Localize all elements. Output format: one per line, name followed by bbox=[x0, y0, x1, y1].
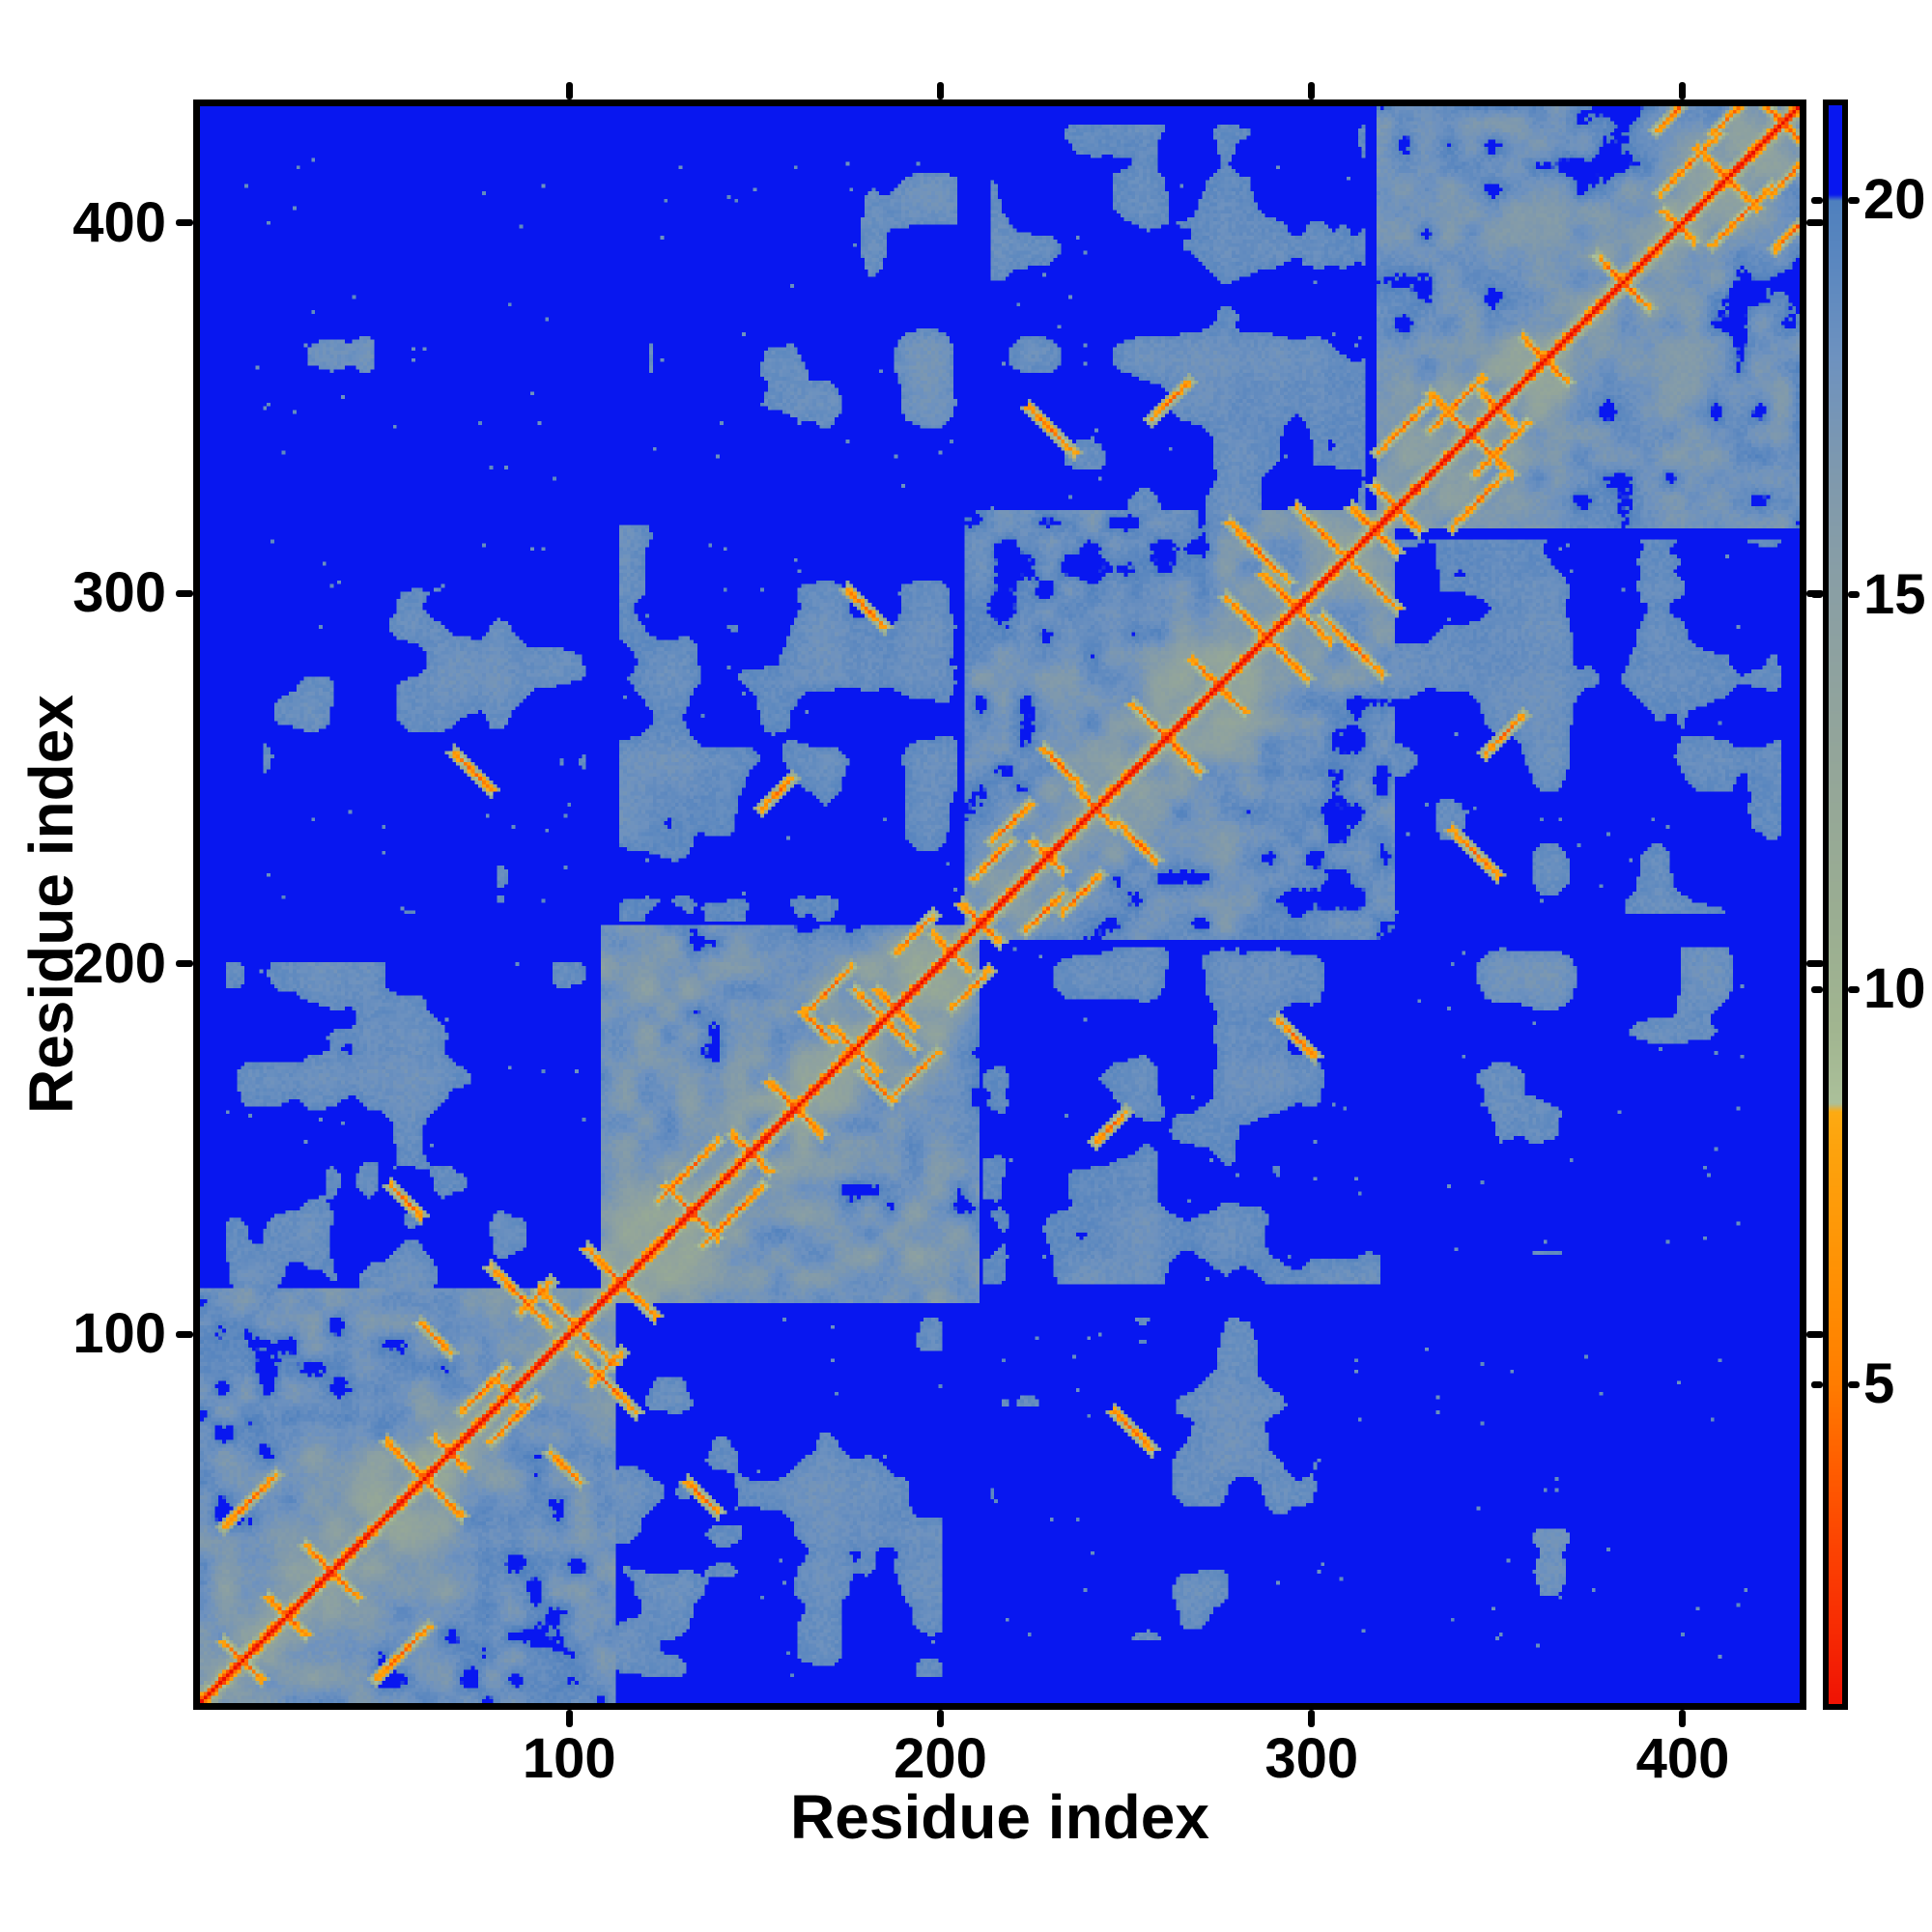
colorbar-tick bbox=[1848, 196, 1860, 204]
colorbar-tick-label: 5 bbox=[1863, 1352, 1895, 1415]
y-tick-label: 400 bbox=[72, 190, 166, 254]
colorbar-tick bbox=[1848, 985, 1860, 993]
colorbar-tick-label: 20 bbox=[1863, 168, 1926, 232]
colorbar-tick bbox=[1848, 591, 1860, 599]
y-axis-label: Residue index bbox=[16, 695, 86, 1115]
colorbar-canvas bbox=[1829, 105, 1842, 1704]
x-tick-label: 200 bbox=[894, 1727, 987, 1790]
y-tick-right bbox=[1806, 219, 1824, 227]
x-tick-top bbox=[937, 82, 945, 99]
colorbar bbox=[1823, 99, 1848, 1710]
colorbar-tick-left bbox=[1811, 196, 1823, 204]
x-tick bbox=[1679, 1710, 1687, 1727]
x-tick bbox=[937, 1710, 945, 1727]
colorbar-tick-left bbox=[1811, 985, 1823, 993]
x-tick bbox=[565, 1710, 573, 1727]
colorbar-tick-label: 10 bbox=[1863, 957, 1926, 1021]
x-tick bbox=[1308, 1710, 1316, 1727]
y-tick bbox=[176, 960, 193, 968]
heatmap-plot bbox=[193, 99, 1806, 1710]
colorbar-tick bbox=[1848, 1380, 1860, 1388]
x-tick-label: 400 bbox=[1635, 1727, 1730, 1790]
x-tick-label: 300 bbox=[1264, 1727, 1359, 1790]
y-tick-label: 300 bbox=[72, 561, 166, 625]
y-tick-label: 200 bbox=[72, 931, 166, 995]
colorbar-tick-left bbox=[1811, 591, 1823, 599]
x-axis-label: Residue index bbox=[790, 1782, 1209, 1852]
y-tick-right bbox=[1806, 1330, 1824, 1338]
y-tick bbox=[176, 219, 193, 227]
y-tick-right bbox=[1806, 960, 1824, 968]
y-tick bbox=[176, 589, 193, 597]
colorbar-tick-left bbox=[1811, 1380, 1823, 1388]
heatmap-canvas bbox=[200, 106, 1800, 1703]
x-tick-top bbox=[1679, 82, 1687, 99]
x-tick-top bbox=[565, 82, 573, 99]
x-tick-label: 100 bbox=[522, 1727, 616, 1790]
colorbar-tick-label: 15 bbox=[1863, 562, 1926, 626]
y-tick bbox=[176, 1330, 193, 1338]
y-tick-label: 100 bbox=[72, 1302, 166, 1366]
x-tick-top bbox=[1308, 82, 1316, 99]
